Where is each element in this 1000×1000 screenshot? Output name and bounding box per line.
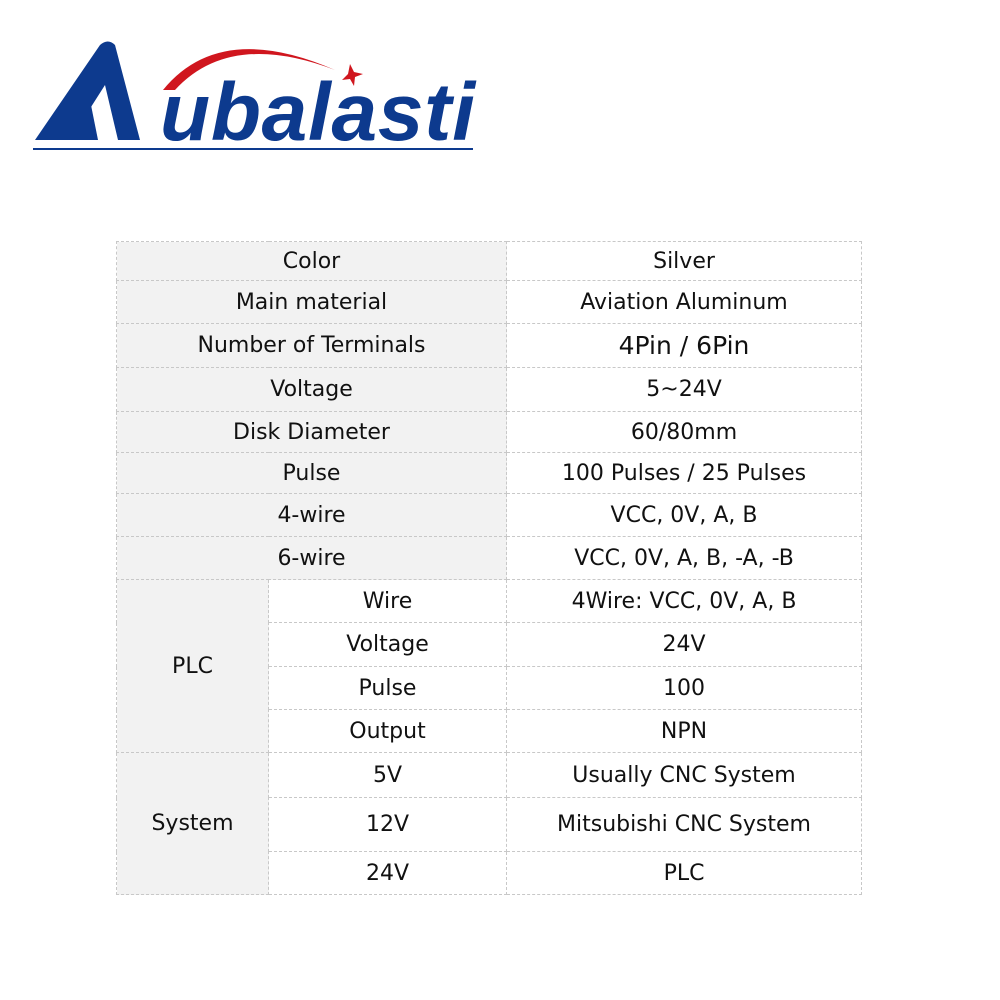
spec-value: PLC — [506, 851, 863, 895]
table-row: 24V PLC — [117, 851, 863, 895]
svg-text:ubalasti: ubalasti — [160, 67, 477, 155]
table-row: PLC Wire 4Wire: VCC, 0V, A, B — [116, 579, 863, 753]
spec-value: 60/80mm — [506, 411, 863, 453]
spec-label: Wire — [267, 579, 508, 623]
spec-label: 4-wire — [115, 493, 508, 537]
spec-table: Color Silver Main material Aviation Alumin… — [115, 241, 863, 895]
spec-label: 12V — [267, 797, 508, 852]
table-row: Color Silver — [115, 241, 863, 281]
spec-label: Main material — [115, 280, 508, 324]
table-row: 6-wire VCC, 0V, A, B, -A, -B — [115, 536, 863, 580]
table-row: 12V Mitsubishi CNC System — [117, 797, 863, 852]
table-row: Voltage 5~24V — [115, 367, 863, 412]
spec-value: Aviation Aluminum — [506, 280, 863, 324]
spec-value: 24V — [506, 622, 863, 667]
table-row: Pulse 100 Pulses / 25 Pulses — [115, 452, 863, 494]
table-row: Voltage 24V — [117, 622, 863, 667]
spec-value: 4Wire: VCC, 0V, A, B — [506, 579, 863, 623]
spec-label: Voltage — [115, 367, 508, 412]
spec-value: 100 Pulses / 25 Pulses — [506, 452, 863, 494]
spec-label: Disk Diameter — [115, 411, 508, 453]
spec-label: 24V — [267, 851, 508, 895]
spec-label: Pulse — [267, 666, 508, 710]
spec-value: VCC, 0V, A, B — [506, 493, 863, 537]
spec-label: 6-wire — [115, 536, 508, 580]
spec-label: 5V — [267, 752, 508, 798]
table-row: 4-wire VCC, 0V, A, B — [115, 493, 863, 537]
spec-label: Pulse — [115, 452, 508, 494]
spec-value: Silver — [506, 241, 863, 281]
spec-value: 100 — [506, 666, 863, 710]
table-row: Main material Aviation Aluminum — [115, 280, 863, 324]
table-row: Output NPN — [117, 709, 863, 753]
spec-label: Voltage — [267, 622, 508, 667]
plc-group-label: PLC — [116, 579, 269, 753]
spec-value: NPN — [506, 709, 863, 753]
spec-value: 4Pin / 6Pin — [506, 323, 863, 368]
system-group-label: System — [116, 752, 269, 895]
spec-value: Usually CNC System — [506, 752, 863, 798]
spec-value: Mitsubishi CNC System — [506, 797, 863, 852]
spec-label: Color — [115, 241, 508, 281]
table-row: Number of Terminals 4Pin / 6Pin — [115, 323, 863, 368]
spec-label: Output — [267, 709, 508, 753]
spec-value: 5~24V — [506, 367, 863, 412]
aubalasti-logo: ubalasti — [33, 41, 477, 155]
spec-value: VCC, 0V, A, B, -A, -B — [506, 536, 863, 580]
table-row: Disk Diameter 60/80mm — [115, 411, 863, 453]
table-row: System 5V Usually CNC System — [116, 752, 863, 895]
spec-label: Number of Terminals — [115, 323, 508, 368]
